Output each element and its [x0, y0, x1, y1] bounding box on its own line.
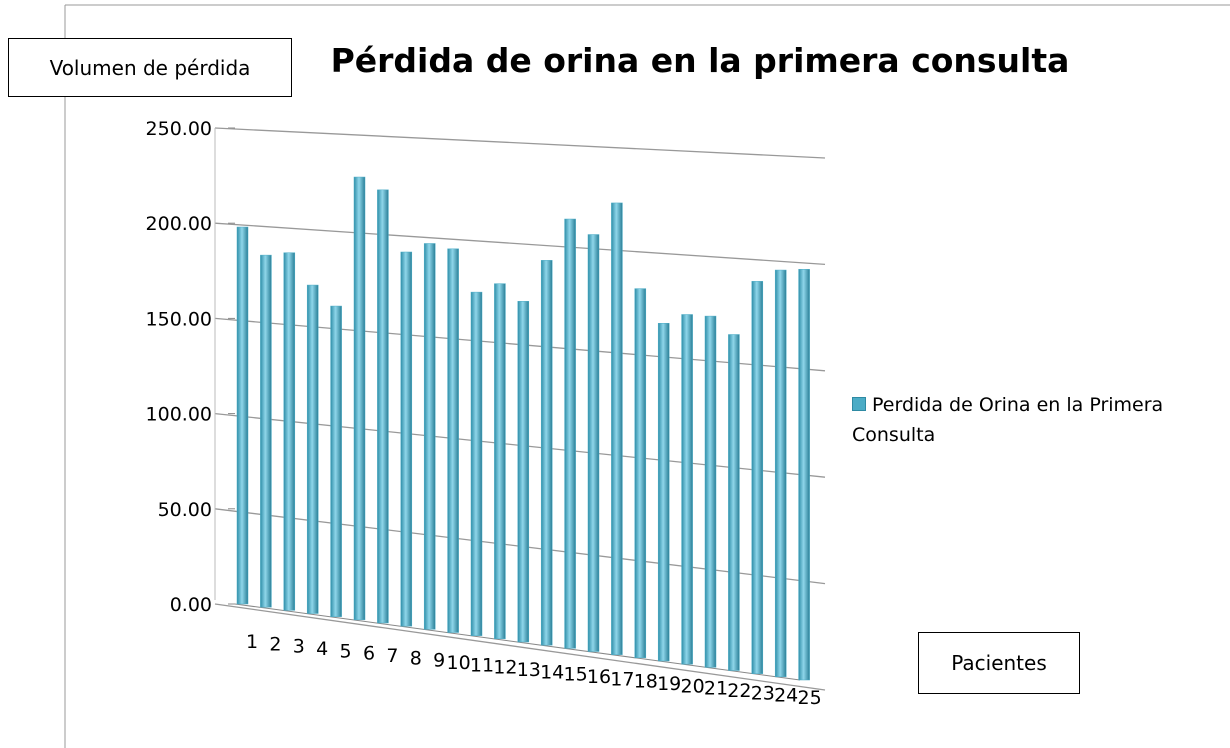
- x-tick-label: 23: [751, 682, 775, 704]
- x-tick-label: 16: [587, 666, 611, 688]
- bar: [260, 254, 272, 608]
- x-tick-label: 17: [610, 668, 634, 690]
- bar: [611, 202, 623, 655]
- bar: [236, 226, 249, 605]
- bar: [353, 176, 366, 621]
- x-tick-label: 6: [363, 643, 375, 665]
- x-tick-label: 18: [634, 671, 658, 693]
- bar: [681, 314, 693, 665]
- legend: Perdida de Orina en la Primera Consulta: [852, 390, 1212, 450]
- bar: [728, 334, 740, 671]
- bar: [423, 243, 436, 630]
- y-tick-label: 100.00: [146, 404, 212, 426]
- legend-swatch: [852, 397, 866, 411]
- bar: [798, 269, 810, 681]
- bar: [587, 234, 600, 652]
- chart-title: Pérdida de orina en la primera consulta: [331, 41, 1070, 80]
- x-tick-label: 11: [470, 654, 494, 676]
- bar: [377, 189, 389, 624]
- x-tick-label: 8: [410, 647, 422, 669]
- x-tick-label: 20: [681, 675, 705, 697]
- bar: [400, 251, 413, 627]
- y-tick-label: 50.00: [158, 499, 212, 521]
- bar: [751, 281, 764, 674]
- bar: [774, 269, 787, 678]
- x-tick-label: 12: [493, 657, 517, 679]
- grid-line: [214, 603, 826, 691]
- x-tick-label: 9: [433, 650, 445, 672]
- x-tick-label: 21: [704, 678, 728, 700]
- x-tick-label: 5: [340, 640, 352, 662]
- bar: [540, 260, 553, 646]
- y-tick-label: 150.00: [146, 308, 212, 330]
- x-tick-label: 19: [657, 673, 681, 695]
- x-tick-label: 25: [798, 687, 822, 709]
- legend-label: Perdida de Orina en la Primera Consulta: [852, 394, 1164, 446]
- y-tick-label: 250.00: [146, 118, 212, 140]
- bar: [564, 218, 576, 649]
- x-tick-label: 14: [540, 661, 564, 683]
- x-tick-label: 15: [564, 664, 588, 686]
- x-tick-label: 10: [447, 652, 471, 674]
- grid-line: [214, 222, 826, 266]
- bar: [634, 288, 647, 659]
- x-tick-label: 24: [774, 685, 798, 707]
- x-tick-label: 22: [727, 680, 751, 702]
- y-axis-title: Volumen de pérdida: [8, 38, 292, 97]
- x-tick-label: 13: [517, 659, 541, 681]
- bar: [283, 252, 296, 611]
- bar: [470, 291, 483, 636]
- bar: [704, 315, 717, 668]
- grid-line: [214, 127, 826, 159]
- y-tick-label: 0.00: [170, 594, 212, 616]
- bar: [657, 323, 670, 662]
- bar: [447, 248, 459, 633]
- x-tick-label: 4: [316, 638, 328, 660]
- bar: [306, 284, 319, 614]
- bar: [494, 283, 506, 640]
- x-tick-label: 1: [246, 631, 258, 653]
- x-axis-title: Pacientes: [918, 632, 1080, 694]
- y-tick-label: 200.00: [146, 213, 212, 235]
- x-tick-label: 7: [386, 645, 398, 667]
- bar: [330, 305, 342, 617]
- bar: [517, 301, 530, 643]
- x-tick-label: 2: [269, 633, 281, 655]
- x-tick-label: 3: [293, 636, 305, 658]
